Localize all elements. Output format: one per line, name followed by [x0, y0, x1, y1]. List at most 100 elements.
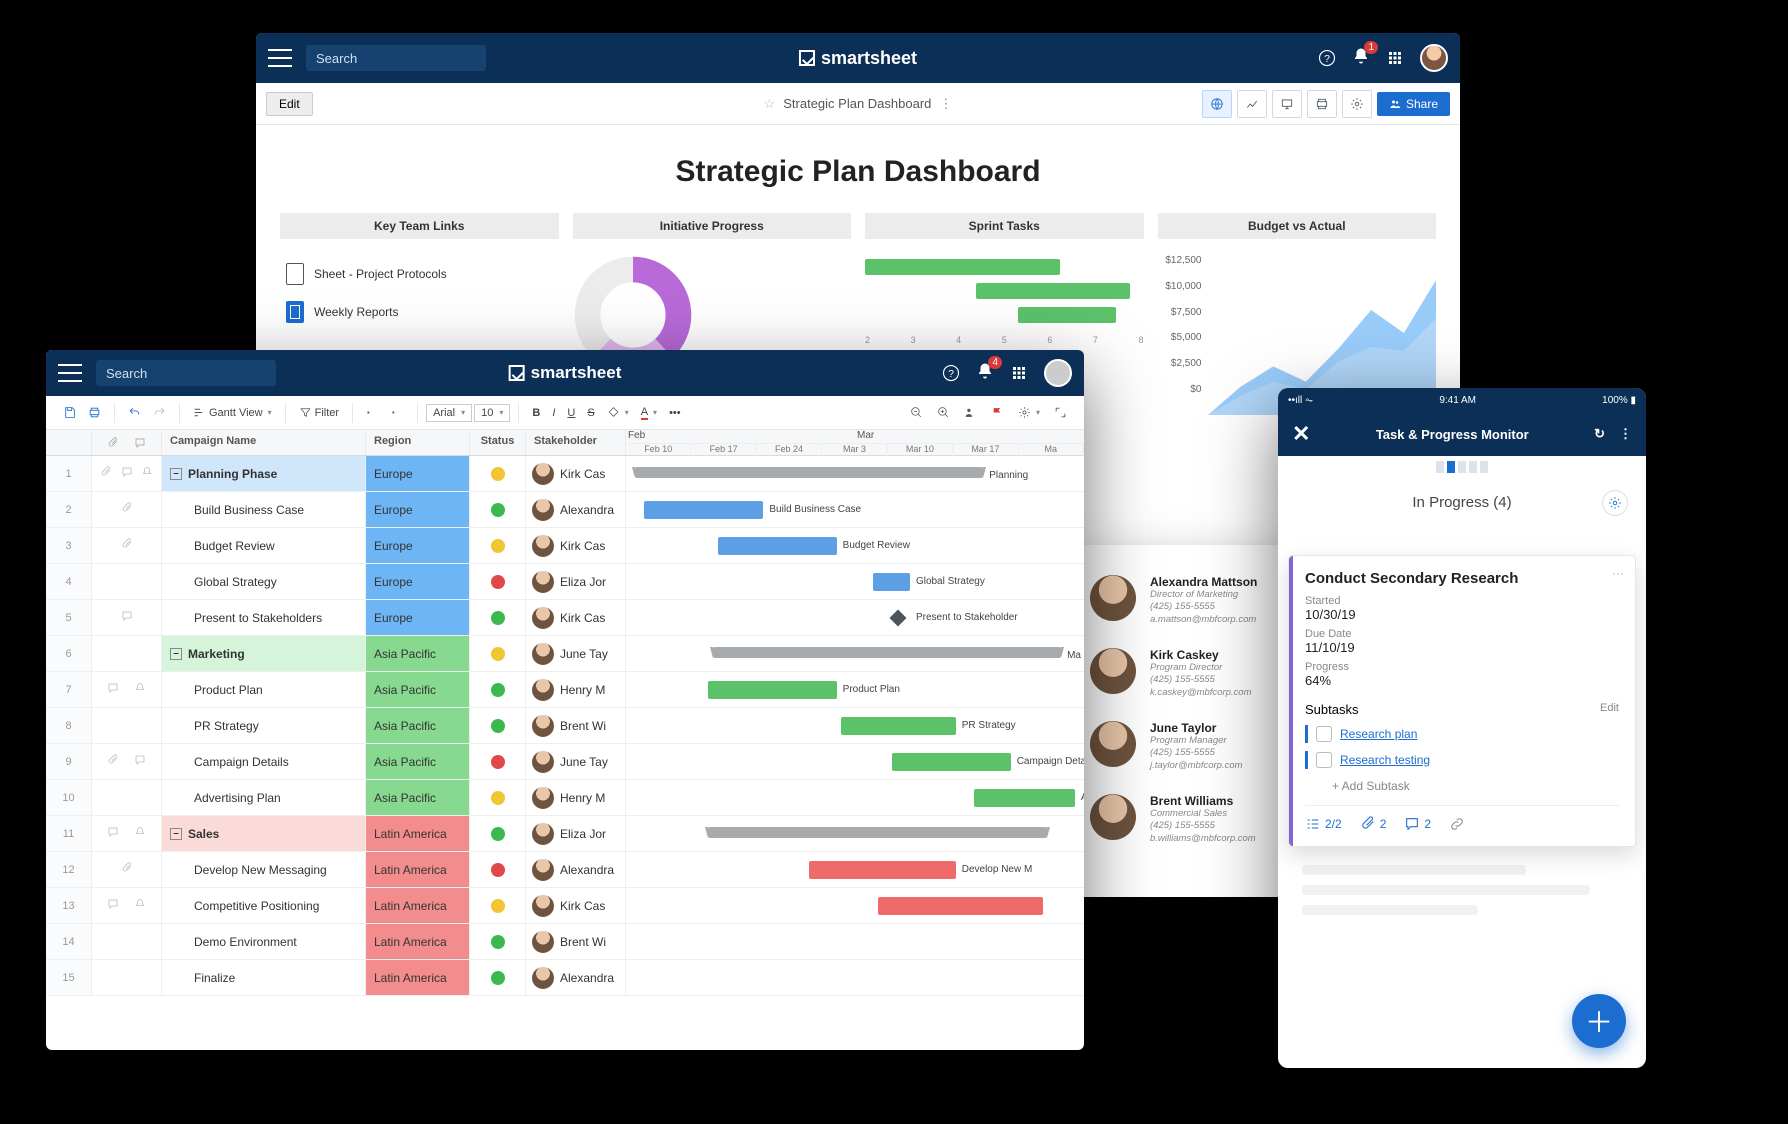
search-input[interactable]	[106, 366, 282, 381]
cell-stakeholder[interactable]: Henry M	[526, 672, 626, 707]
cell-region[interactable]: Asia Pacific	[366, 708, 470, 743]
attachment-count[interactable]: 2	[1360, 816, 1387, 832]
subtask-link[interactable]: Research testing	[1340, 753, 1430, 767]
gantt-bar[interactable]: Planning	[635, 467, 983, 478]
cell-status[interactable]	[470, 852, 526, 887]
search-input[interactable]	[316, 51, 492, 66]
cell-name[interactable]: Build Business Case	[162, 492, 366, 527]
table-row[interactable]: 11–SalesLatin AmericaEliza Jor	[46, 816, 1084, 852]
table-row[interactable]: 1–Planning PhaseEuropeKirk CasPlanning	[46, 456, 1084, 492]
help-icon[interactable]: ?	[1318, 49, 1336, 67]
mobile-tabs[interactable]	[1278, 456, 1646, 478]
cell-name[interactable]: Develop New Messaging	[162, 852, 366, 887]
gantt-bar[interactable]	[708, 827, 1047, 838]
apps-icon[interactable]	[1010, 364, 1028, 382]
share-button[interactable]: Share	[1377, 92, 1450, 116]
notifications-button[interactable]: 1	[1352, 47, 1370, 70]
gantt-bar[interactable]: Ma	[713, 647, 1061, 658]
col-header[interactable]: Stakeholder	[526, 430, 626, 455]
cell-status[interactable]	[470, 708, 526, 743]
table-row[interactable]: 4Global StrategyEuropeEliza JorGlobal St…	[46, 564, 1084, 600]
more-icon[interactable]: ⋮	[1619, 426, 1632, 442]
bell-icon[interactable]	[141, 466, 153, 481]
table-row[interactable]: 10Advertising PlanAsia PacificHenry MAdv	[46, 780, 1084, 816]
present-button[interactable]	[1272, 90, 1302, 118]
chat-icon[interactable]	[121, 466, 133, 481]
cell-status[interactable]	[470, 960, 526, 995]
table-row[interactable]: 2Build Business CaseEuropeAlexandraBuild…	[46, 492, 1084, 528]
print-button[interactable]	[83, 403, 106, 422]
comment-count[interactable]: 2	[1404, 816, 1431, 832]
font-selector[interactable]: Arial▾	[426, 404, 472, 422]
cell-name[interactable]: Demo Environment	[162, 924, 366, 959]
table-row[interactable]: 8PR StrategyAsia PacificBrent WiPR Strat…	[46, 708, 1084, 744]
notifications-button[interactable]: 4	[976, 362, 994, 385]
subtask-link[interactable]: Research plan	[1340, 727, 1417, 741]
link-item[interactable]: Sheet - Project Protocols	[280, 255, 559, 293]
table-row[interactable]: 7Product PlanAsia PacificHenry MProduct …	[46, 672, 1084, 708]
subtasks-edit-button[interactable]: Edit	[1600, 702, 1619, 717]
clip-icon[interactable]	[121, 502, 133, 517]
cell-region[interactable]: Asia Pacific	[366, 744, 470, 779]
cell-stakeholder[interactable]: Henry M	[526, 780, 626, 815]
size-selector[interactable]: 10▾	[474, 404, 510, 422]
clip-icon[interactable]	[121, 862, 133, 877]
gantt-bar[interactable]: Budget Review	[718, 537, 837, 555]
subtask-item[interactable]: Research plan	[1305, 721, 1619, 747]
gantt-bar[interactable]: Global Strategy	[873, 573, 910, 591]
gantt-bar[interactable]	[878, 897, 1043, 915]
cell-region[interactable]: Latin America	[366, 852, 470, 887]
menu-icon[interactable]	[268, 49, 292, 67]
section-settings-button[interactable]	[1602, 490, 1628, 516]
cell-region[interactable]: Europe	[366, 492, 470, 527]
link-button[interactable]	[1449, 816, 1465, 832]
col-header[interactable]: Status	[470, 430, 526, 455]
refresh-icon[interactable]: ↻	[1594, 426, 1605, 442]
table-row[interactable]: 5Present to StakeholdersEuropeKirk CasPr…	[46, 600, 1084, 636]
cell-stakeholder[interactable]: Alexandra	[526, 960, 626, 995]
col-header[interactable]: Region	[366, 430, 470, 455]
clip-icon[interactable]	[107, 754, 119, 769]
checklist-count[interactable]: 2/2	[1305, 816, 1342, 832]
avatar[interactable]	[1044, 359, 1072, 387]
italic-button[interactable]: I	[547, 404, 560, 422]
underline-button[interactable]: U	[562, 404, 580, 422]
zoom-out-button[interactable]	[905, 403, 928, 422]
cell-region[interactable]: Latin America	[366, 924, 470, 959]
save-button[interactable]	[58, 403, 81, 422]
clip-icon[interactable]	[121, 538, 133, 553]
gantt-bar[interactable]: Develop New M	[809, 861, 956, 879]
cell-stakeholder[interactable]: Alexandra	[526, 852, 626, 887]
menu-icon[interactable]	[58, 364, 82, 382]
cell-stakeholder[interactable]: Kirk Cas	[526, 456, 626, 491]
cell-region[interactable]: Latin America	[366, 960, 470, 995]
cell-name[interactable]: Competitive Positioning	[162, 888, 366, 923]
cell-name[interactable]: –Planning Phase	[162, 456, 366, 491]
cell-stakeholder[interactable]: Brent Wi	[526, 708, 626, 743]
cell-name[interactable]: –Sales	[162, 816, 366, 851]
cell-stakeholder[interactable]: Brent Wi	[526, 924, 626, 959]
help-icon[interactable]: ?	[942, 364, 960, 382]
apps-icon[interactable]	[1386, 49, 1404, 67]
gantt-bar[interactable]: Product Plan	[708, 681, 836, 699]
chat-icon[interactable]	[121, 610, 133, 625]
settings-button[interactable]: ▾	[1013, 403, 1045, 422]
flag-button[interactable]	[986, 403, 1009, 422]
view-selector[interactable]: Gantt View▾	[188, 403, 277, 422]
doc-menu-icon[interactable]: ⋮	[939, 96, 952, 112]
gantt-bar[interactable]: PR Strategy	[841, 717, 956, 735]
globe-button[interactable]	[1202, 90, 1232, 118]
cell-stakeholder[interactable]: Kirk Cas	[526, 600, 626, 635]
add-subtask-button[interactable]: + Add Subtask	[1305, 773, 1619, 793]
cell-region[interactable]: Europe	[366, 600, 470, 635]
chat-icon[interactable]	[134, 754, 146, 769]
cell-status[interactable]	[470, 528, 526, 563]
table-row[interactable]: 6–MarketingAsia PacificJune TayMa	[46, 636, 1084, 672]
star-icon[interactable]: ☆	[764, 96, 776, 112]
avatar[interactable]	[1420, 44, 1448, 72]
cell-status[interactable]	[470, 888, 526, 923]
cell-region[interactable]: Europe	[366, 528, 470, 563]
card-menu-icon[interactable]: ⋮	[1611, 568, 1625, 581]
undo-button[interactable]	[123, 403, 146, 422]
bold-button[interactable]: B	[527, 404, 545, 422]
